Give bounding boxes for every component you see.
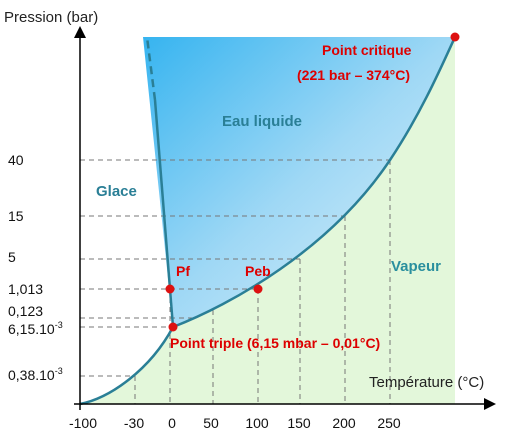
y-tick-label: 6,15.10-3 — [8, 320, 63, 337]
x-tick-label: 250 — [377, 415, 401, 431]
y-tick-label: 40 — [8, 152, 24, 168]
y-tick-label: 0,38.10-3 — [8, 366, 63, 383]
liquid-region-label: Eau liquide — [222, 113, 302, 130]
x-tick-label: 0 — [168, 415, 176, 431]
liquid-region — [143, 37, 455, 327]
x-tick-label: 150 — [287, 415, 311, 431]
x-axis-label: Température (°C) — [369, 374, 484, 391]
ice-region-label: Glace — [96, 183, 137, 200]
guide-lines — [80, 159, 391, 404]
critical-point-marker — [450, 32, 460, 42]
y-tick-label: 0,123 — [8, 303, 43, 319]
x-tick-label: 100 — [245, 415, 269, 431]
x-tick-label: 200 — [332, 415, 356, 431]
critical-point-values: (221 bar – 374°C) — [297, 67, 410, 83]
triple-point-label: Point triple (6,15 mbar – 0,01°C) — [170, 335, 380, 351]
boiling-point-marker — [253, 284, 263, 294]
boiling-point-label: Peb — [245, 263, 271, 279]
vapor-region-label: Vapeur — [391, 258, 441, 275]
y-tick-labels: 40 15 5 1,013 0,123 6,15.10-3 0,38.10-3 — [8, 152, 63, 383]
sublimation-curve — [79, 326, 175, 406]
critical-point-title: Point critique — [322, 42, 412, 58]
y-tick-label: 1,013 — [8, 281, 43, 297]
x-tick-label: -100 — [69, 415, 97, 431]
x-tick-labels: -100 -30 0 50 100 150 200 250 — [69, 415, 401, 431]
y-tick-label: 15 — [8, 208, 24, 224]
vaporization-curve — [172, 36, 457, 329]
triple-point-marker — [168, 322, 178, 332]
fusion-curve-extension — [145, 36, 157, 101]
fusion-point-label: Pf — [176, 263, 190, 279]
x-tick-label: -30 — [124, 415, 144, 431]
x-tick-label: 50 — [203, 415, 219, 431]
vapor-region — [80, 37, 455, 404]
fusion-point-marker — [165, 284, 175, 294]
y-axis-label: Pression (bar) — [4, 9, 98, 26]
y-tick-label: 5 — [8, 249, 16, 265]
